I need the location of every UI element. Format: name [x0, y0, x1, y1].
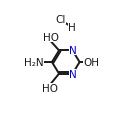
- Text: N: N: [69, 69, 76, 79]
- Text: N: N: [69, 46, 76, 56]
- Text: HO: HO: [43, 33, 59, 43]
- Text: H₂N: H₂N: [24, 58, 44, 68]
- Text: HO: HO: [42, 83, 58, 93]
- Text: Cl: Cl: [55, 15, 66, 25]
- Text: OH: OH: [83, 57, 99, 67]
- Text: H: H: [68, 23, 76, 33]
